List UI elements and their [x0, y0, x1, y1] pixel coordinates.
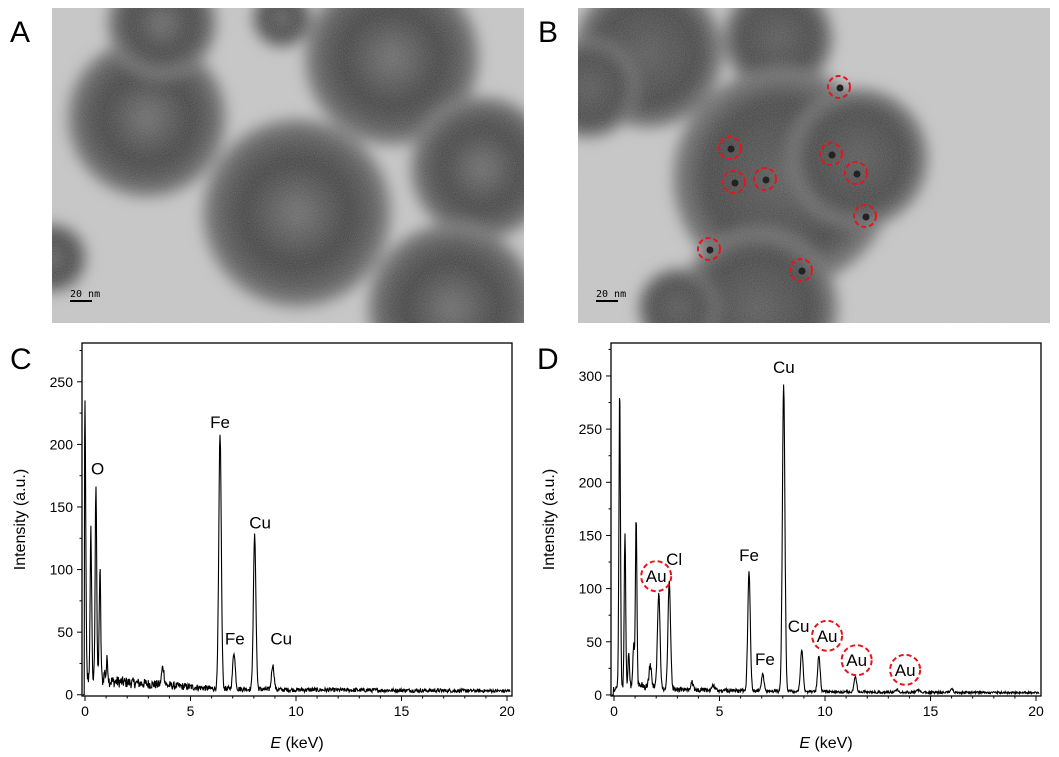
- au-particle-highlight-circle: [819, 142, 843, 166]
- panel-label-d: D: [537, 343, 559, 376]
- peak-label-cu: Cu: [249, 513, 271, 532]
- x-tick-label: 20: [1028, 703, 1044, 719]
- x-tick-label: 20: [499, 703, 515, 719]
- x-tick-label: 10: [288, 703, 304, 719]
- peak-label-au: Au: [817, 627, 838, 646]
- panel-label-c: C: [10, 343, 32, 376]
- au-peak-highlight-circle: [640, 560, 673, 593]
- au-particle-highlight-circle: [753, 167, 777, 191]
- peak-label-au: Au: [846, 651, 867, 670]
- peak-label-cu: Cu: [270, 630, 292, 649]
- tem-micrograph-b: [578, 8, 1050, 323]
- y-tick-label: 250: [50, 374, 74, 390]
- au-particle-highlight-circle: [853, 204, 877, 228]
- plot-frame: [610, 342, 1042, 697]
- y-axis-label: Intensity (a.u.): [12, 469, 29, 570]
- peak-label-au: Au: [646, 567, 667, 586]
- au-particle-dot: [798, 267, 806, 275]
- peak-label-cu: Cu: [773, 358, 795, 377]
- au-particle-dot: [706, 246, 714, 254]
- y-tick-label: 100: [579, 581, 603, 597]
- scale-bar-label: 20 nm: [70, 289, 101, 300]
- x-axis-label: E (keV): [270, 735, 323, 752]
- peak-label-cu: Cu: [788, 617, 810, 636]
- y-axis-label: Intensity (a.u.): [541, 469, 558, 570]
- peak-label-fe: Fe: [739, 546, 759, 565]
- x-axis-label-unit: (keV): [281, 735, 324, 752]
- y-tick-label: 150: [579, 527, 603, 543]
- x-axis-label-symbol: E: [270, 735, 281, 752]
- peak-label-cl: Cl: [666, 550, 682, 569]
- scale-bar-label: 20 nm: [596, 289, 627, 300]
- spectrum-line: [611, 384, 1040, 696]
- au-peak-highlight-circle: [889, 653, 922, 686]
- au-particle-dot: [727, 145, 735, 153]
- au-particle-highlight-circle: [722, 170, 746, 194]
- x-tick-label: 15: [923, 703, 939, 719]
- peak-label-fe: Fe: [210, 413, 230, 432]
- spectrum-line: [82, 400, 511, 696]
- au-particle-dot: [853, 170, 861, 178]
- plot-frame: [81, 342, 513, 697]
- y-tick-label: 0: [594, 687, 602, 703]
- tem-image-a: 20 nm: [52, 8, 524, 323]
- scale-bar-b: 20 nm: [596, 289, 626, 302]
- y-tick-label: 200: [579, 474, 603, 490]
- peak-label-fe: Fe: [755, 650, 775, 669]
- au-particle-dot: [828, 151, 836, 159]
- scale-bar-line: [70, 300, 92, 302]
- peak-label-o: O: [91, 459, 104, 478]
- y-tick-label: 200: [50, 436, 74, 452]
- au-particle-highlight-circle: [789, 258, 813, 282]
- panel-label-b: B: [538, 16, 559, 49]
- y-tick-label: 50: [57, 624, 73, 640]
- tem-image-b: 20 nm: [578, 8, 1050, 323]
- au-particle-highlight-circle: [844, 161, 868, 185]
- scale-bar-a: 20 nm: [70, 289, 100, 302]
- x-tick-label: 0: [81, 703, 89, 719]
- x-tick-label: 0: [610, 703, 618, 719]
- x-axis-label-symbol: E: [799, 735, 810, 752]
- au-peak-highlight-circle: [811, 619, 844, 652]
- au-particle-dot: [762, 176, 770, 184]
- scale-bar-line: [596, 300, 618, 302]
- x-tick-label: 10: [817, 703, 833, 719]
- au-particle-highlight-circle: [718, 136, 742, 160]
- au-particle-highlight-circle: [827, 75, 851, 99]
- au-particle-dot: [862, 213, 870, 221]
- au-particle-dot: [731, 179, 739, 187]
- x-tick-label: 15: [394, 703, 410, 719]
- x-axis-label-unit: (keV): [810, 735, 853, 752]
- au-particle-highlight-circle: [697, 237, 721, 261]
- x-axis-label: E (keV): [799, 735, 852, 752]
- x-tick-label: 5: [187, 703, 195, 719]
- y-tick-label: 250: [579, 421, 603, 437]
- au-particle-dot: [836, 84, 844, 92]
- y-tick-label: 150: [50, 499, 74, 515]
- y-tick-label: 100: [50, 562, 74, 578]
- y-tick-label: 0: [65, 687, 73, 703]
- y-tick-label: 50: [586, 634, 602, 650]
- peak-label-au: Au: [895, 661, 916, 680]
- panel-label-a: A: [10, 16, 31, 49]
- y-tick-label: 300: [579, 368, 603, 384]
- x-tick-label: 5: [716, 703, 724, 719]
- tem-micrograph-a: [52, 8, 524, 323]
- peak-label-fe: Fe: [225, 630, 245, 649]
